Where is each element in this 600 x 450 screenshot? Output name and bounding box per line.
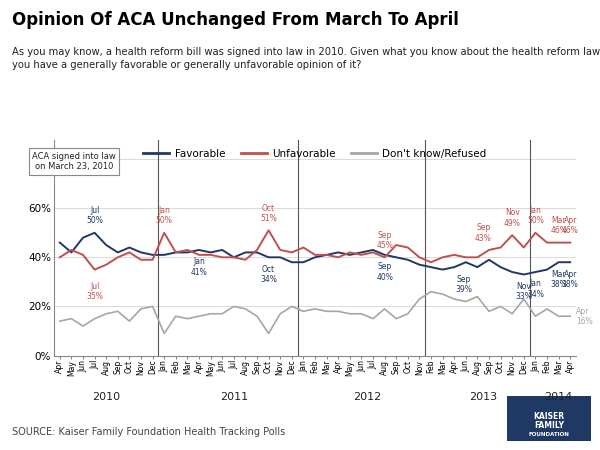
Text: 2012: 2012 xyxy=(353,392,382,401)
Text: Jan
50%: Jan 50% xyxy=(156,206,173,225)
Text: Sep
43%: Sep 43% xyxy=(475,223,491,243)
Text: As you may know, a health reform bill was signed into law in 2010. Given what yo: As you may know, a health reform bill wa… xyxy=(12,47,600,71)
Text: SOURCE: Kaiser Family Foundation Health Tracking Polls: SOURCE: Kaiser Family Foundation Health … xyxy=(12,428,285,437)
Text: Apr
38%: Apr 38% xyxy=(562,270,578,289)
Text: Jul
35%: Jul 35% xyxy=(86,282,103,301)
Text: KAISER: KAISER xyxy=(533,412,565,421)
Text: Nov
49%: Nov 49% xyxy=(504,208,521,228)
Text: Mar
46%: Mar 46% xyxy=(550,216,567,235)
Legend: Favorable, Unfavorable, Don't know/Refused: Favorable, Unfavorable, Don't know/Refus… xyxy=(139,145,491,163)
Text: Apr
16%: Apr 16% xyxy=(576,306,593,326)
Text: Apr
46%: Apr 46% xyxy=(562,216,578,235)
Text: Jan
50%: Jan 50% xyxy=(527,206,544,225)
Text: Sep
39%: Sep 39% xyxy=(455,274,472,294)
Text: ACA signed into law
on March 23, 2010: ACA signed into law on March 23, 2010 xyxy=(32,152,116,171)
Text: Oct
34%: Oct 34% xyxy=(260,265,277,284)
Text: 2013: 2013 xyxy=(469,392,497,401)
Text: Nov
33%: Nov 33% xyxy=(515,282,532,301)
Text: Opinion Of ACA Unchanged From March To April: Opinion Of ACA Unchanged From March To A… xyxy=(12,11,459,29)
Text: Oct
51%: Oct 51% xyxy=(260,203,277,223)
Text: FAMILY: FAMILY xyxy=(534,421,564,430)
Text: Jan
34%: Jan 34% xyxy=(527,279,544,299)
Text: Mar
38%: Mar 38% xyxy=(550,270,567,289)
Text: Sep
40%: Sep 40% xyxy=(376,262,393,282)
Text: Jul
50%: Jul 50% xyxy=(86,206,103,225)
Text: 2010: 2010 xyxy=(92,392,120,401)
Text: 2011: 2011 xyxy=(220,392,248,401)
Text: Jan
41%: Jan 41% xyxy=(191,257,208,277)
Text: Sep
45%: Sep 45% xyxy=(376,230,393,250)
Text: 2014: 2014 xyxy=(544,392,573,401)
Text: FOUNDATION: FOUNDATION xyxy=(529,432,569,437)
